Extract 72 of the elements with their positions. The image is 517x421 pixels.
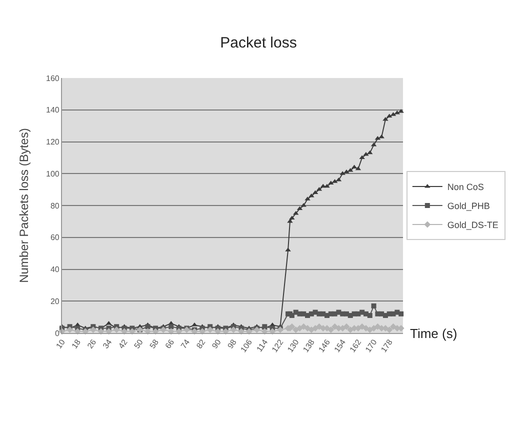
x-tick-label: 162 bbox=[348, 337, 364, 354]
point bbox=[348, 168, 354, 172]
x-tick-label: 50 bbox=[132, 337, 146, 350]
x-tick-label: 74 bbox=[179, 337, 192, 350]
x-tick-label: 18 bbox=[70, 337, 83, 350]
x-tick-label: 122 bbox=[270, 337, 286, 354]
y-tick-label: 0 bbox=[54, 328, 60, 338]
point bbox=[230, 326, 237, 334]
x-tick-label: 98 bbox=[226, 337, 239, 350]
point bbox=[254, 326, 260, 334]
y-tick-label: 120 bbox=[46, 138, 60, 147]
point bbox=[113, 326, 120, 334]
chart-title: Packet loss bbox=[220, 34, 297, 52]
point bbox=[308, 326, 315, 334]
x-tick-label: 114 bbox=[254, 337, 270, 354]
y-tick-label: 60 bbox=[50, 233, 60, 242]
x-tick-label: 170 bbox=[364, 337, 379, 354]
point bbox=[66, 326, 74, 334]
x-tick-label: 34 bbox=[101, 337, 114, 350]
point bbox=[386, 326, 393, 334]
point bbox=[144, 328, 151, 335]
point bbox=[312, 324, 319, 332]
point bbox=[398, 311, 404, 316]
x-tick-label: 146 bbox=[316, 337, 332, 354]
point bbox=[343, 323, 350, 330]
point bbox=[367, 312, 372, 318]
point bbox=[276, 326, 284, 334]
x-tick-label: 10 bbox=[54, 337, 68, 350]
x-tick-label: 42 bbox=[116, 337, 130, 350]
point bbox=[324, 184, 330, 188]
point bbox=[106, 328, 112, 335]
legend-label: Non CoS bbox=[447, 182, 484, 192]
y-tick-label: 40 bbox=[50, 265, 60, 274]
x-tick-label: 66 bbox=[164, 337, 176, 350]
point bbox=[222, 328, 229, 335]
point bbox=[374, 323, 381, 330]
point bbox=[370, 324, 378, 332]
point bbox=[160, 326, 167, 334]
x-tick-label: 106 bbox=[238, 337, 254, 354]
point bbox=[328, 326, 334, 334]
y-tick-label: 160 bbox=[46, 74, 60, 83]
point bbox=[90, 326, 96, 334]
x-tick-label: 58 bbox=[148, 337, 161, 350]
y-axis-title: Number Packets loss (Bytes) bbox=[17, 128, 31, 283]
point bbox=[308, 193, 314, 198]
y-tick-label: 100 bbox=[46, 169, 60, 178]
x-tick-label: 26 bbox=[86, 337, 98, 350]
x-tick-label: 90 bbox=[210, 337, 224, 350]
point bbox=[371, 303, 376, 308]
point bbox=[238, 328, 245, 335]
x-tick-label: 138 bbox=[301, 337, 317, 354]
y-tick-label: 80 bbox=[50, 201, 60, 210]
x-tick-label: 154 bbox=[332, 337, 348, 354]
x-tick-label: 82 bbox=[194, 337, 208, 350]
legend-label: Gold_PHB bbox=[447, 201, 490, 212]
point bbox=[292, 326, 300, 334]
x-axis-title: Time (s) bbox=[410, 326, 458, 341]
point bbox=[332, 323, 338, 330]
point bbox=[206, 326, 214, 334]
point bbox=[183, 326, 190, 334]
legend-label: Gold_DS-TE bbox=[447, 220, 498, 230]
point bbox=[145, 324, 150, 330]
point bbox=[347, 326, 354, 334]
x-tick-label: 178 bbox=[379, 337, 395, 354]
y-tick-label: 20 bbox=[50, 296, 60, 306]
x-tick-label: 130 bbox=[286, 337, 302, 354]
point bbox=[199, 328, 206, 335]
y-tick-label: 140 bbox=[46, 106, 60, 115]
point bbox=[390, 323, 397, 330]
point bbox=[366, 326, 374, 334]
point bbox=[168, 324, 174, 330]
point bbox=[316, 323, 322, 330]
